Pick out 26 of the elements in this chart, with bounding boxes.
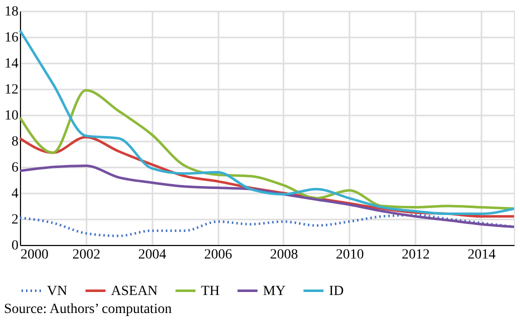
legend-label: ASEAN bbox=[111, 284, 158, 299]
legend-label: TH bbox=[201, 284, 220, 299]
x-tick-label: 2008 bbox=[270, 248, 298, 262]
y-tick-label: 18 bbox=[4, 4, 18, 20]
line-series bbox=[18, 164, 516, 228]
x-tick-label: 2006 bbox=[204, 248, 232, 262]
y-tick-label: 8 bbox=[12, 134, 18, 150]
x-tick-label: 2000 bbox=[20, 248, 48, 262]
y-tick-label: 2 bbox=[12, 212, 18, 228]
x-tick-label: 2004 bbox=[138, 248, 166, 262]
legend-label: ID bbox=[329, 284, 344, 299]
y-tick-label: 0 bbox=[12, 238, 18, 254]
y-tick-label: 16 bbox=[4, 30, 18, 46]
y-tick-label: 6 bbox=[12, 160, 18, 176]
y-tick-label: 10 bbox=[4, 108, 18, 124]
x-tick-label: 2012 bbox=[402, 248, 430, 262]
y-tick-label: 12 bbox=[4, 82, 18, 98]
x-tick-label: 2014 bbox=[468, 248, 496, 262]
y-tick-label: 4 bbox=[12, 186, 18, 202]
y-tick-label: 14 bbox=[4, 56, 18, 72]
line-series bbox=[18, 29, 516, 216]
x-tick-label: 2010 bbox=[336, 248, 364, 262]
x-tick-label: 2002 bbox=[72, 248, 100, 262]
source-note: Source: Authors’ computation bbox=[4, 302, 172, 317]
legend-label: VN bbox=[47, 284, 68, 299]
legend-label: MY bbox=[263, 284, 286, 299]
